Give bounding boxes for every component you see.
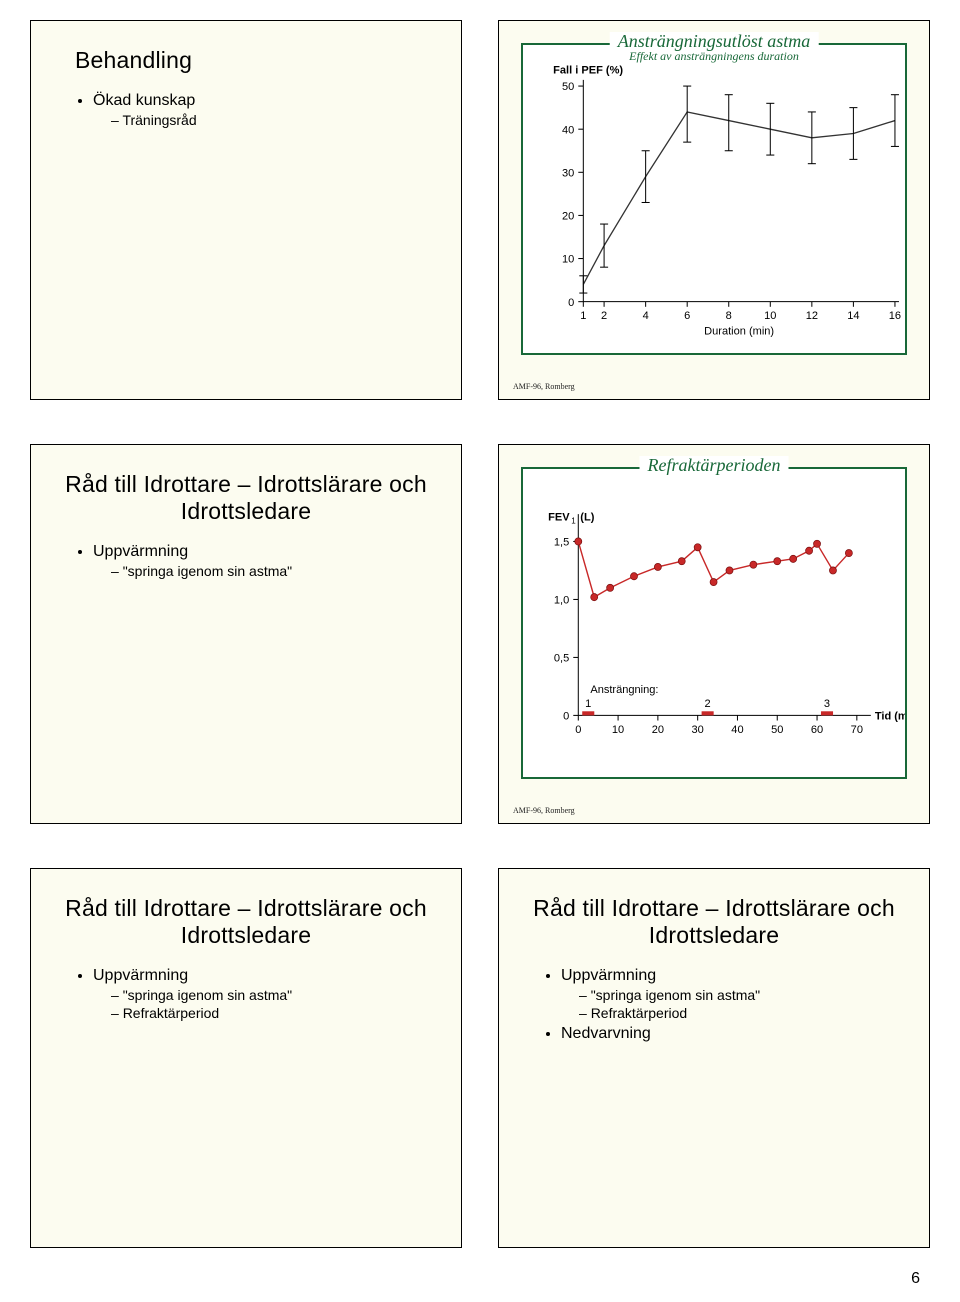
- bullet-list: Uppvärmning "springa igenom sin astma" R…: [517, 967, 911, 1043]
- svg-text:1: 1: [580, 310, 586, 322]
- chart-frame: Refraktärperioden FEV1(L)00,51,01,501020…: [521, 467, 907, 779]
- sub-item: Refraktärperiod: [579, 1005, 911, 1021]
- svg-text:1,0: 1,0: [554, 594, 569, 606]
- page-grid: Behandling Ökad kunskap Träningsråd Anst…: [30, 20, 930, 1248]
- bullet-list: Uppvärmning "springa igenom sin astma" R…: [49, 967, 443, 1021]
- svg-text:1: 1: [585, 698, 591, 710]
- svg-text:12: 12: [806, 310, 818, 322]
- sub-list: Träningsråd: [93, 112, 443, 128]
- svg-text:40: 40: [562, 124, 574, 136]
- svg-text:Tid (min): Tid (min): [875, 710, 905, 722]
- sub-item: Träningsråd: [111, 112, 443, 128]
- bullet-item: Ökad kunskap Träningsråd: [93, 92, 443, 128]
- bullet-list: Uppvärmning "springa igenom sin astma": [49, 543, 443, 579]
- svg-text:14: 14: [847, 310, 859, 322]
- svg-text:10: 10: [764, 310, 776, 322]
- sub-list: "springa igenom sin astma" Refraktärperi…: [561, 987, 911, 1021]
- bullet-item: Uppvärmning "springa igenom sin astma" R…: [561, 967, 911, 1021]
- slide-rad-1: Råd till Idrottare – Idrottslärare och I…: [30, 444, 462, 824]
- bullet-label: Uppvärmning: [561, 967, 656, 984]
- bullet-label: Ökad kunskap: [93, 92, 195, 109]
- svg-text:60: 60: [811, 724, 823, 736]
- svg-text:1: 1: [571, 516, 576, 525]
- svg-text:50: 50: [562, 81, 574, 93]
- bullet-label: Nedvarvning: [561, 1025, 651, 1042]
- svg-text:Fall i PEF (%): Fall i PEF (%): [553, 65, 623, 77]
- svg-text:2: 2: [601, 310, 607, 322]
- chart-caption: AMF-96, Romberg: [513, 806, 575, 815]
- bullet-list: Ökad kunskap Träningsråd: [49, 92, 443, 128]
- svg-text:1,5: 1,5: [554, 536, 569, 548]
- slide-title: Råd till Idrottare – Idrottslärare och I…: [517, 895, 911, 949]
- slide-title: Råd till Idrottare – Idrottslärare och I…: [49, 471, 443, 525]
- svg-text:FEV: FEV: [548, 511, 570, 523]
- svg-text:0,5: 0,5: [554, 652, 569, 664]
- svg-text:Ansträngning:: Ansträngning:: [590, 684, 658, 696]
- svg-text:6: 6: [684, 310, 690, 322]
- svg-text:(L): (L): [580, 511, 594, 523]
- page-number: 6: [911, 1270, 920, 1288]
- svg-text:50: 50: [771, 724, 783, 736]
- chart-frame: Ansträngningsutlöst astma Effekt av anst…: [521, 43, 907, 355]
- svg-text:30: 30: [692, 724, 704, 736]
- svg-text:20: 20: [652, 724, 664, 736]
- chart-svg: Fall i PEF (%)010203040501246810121416Du…: [523, 45, 905, 353]
- svg-text:10: 10: [612, 724, 624, 736]
- slide-refraktar-chart: Refraktärperioden FEV1(L)00,51,01,501020…: [498, 444, 930, 824]
- sub-list: "springa igenom sin astma" Refraktärperi…: [93, 987, 443, 1021]
- chart-svg: FEV1(L)00,51,01,5010203040506070Tid (min…: [523, 469, 905, 777]
- svg-text:16: 16: [889, 310, 901, 322]
- svg-text:0: 0: [568, 297, 574, 309]
- slide-pef-chart: Ansträngningsutlöst astma Effekt av anst…: [498, 20, 930, 400]
- svg-text:20: 20: [562, 210, 574, 222]
- svg-text:8: 8: [726, 310, 732, 322]
- sub-item: "springa igenom sin astma": [111, 563, 443, 579]
- slide-rad-3: Råd till Idrottare – Idrottslärare och I…: [498, 868, 930, 1248]
- svg-text:10: 10: [562, 254, 574, 266]
- bullet-item: Uppvärmning "springa igenom sin astma": [93, 543, 443, 579]
- bullet-label: Uppvärmning: [93, 543, 188, 560]
- slide-rad-2: Råd till Idrottare – Idrottslärare och I…: [30, 868, 462, 1248]
- slide-title: Behandling: [75, 47, 443, 74]
- bullet-item: Nedvarvning: [561, 1025, 911, 1043]
- svg-text:30: 30: [562, 167, 574, 179]
- svg-text:2: 2: [705, 698, 711, 710]
- slide-title: Råd till Idrottare – Idrottslärare och I…: [49, 895, 443, 949]
- svg-text:4: 4: [643, 310, 649, 322]
- sub-item: "springa igenom sin astma": [579, 987, 911, 1003]
- chart-caption: AMF-96, Romberg: [513, 382, 575, 391]
- svg-text:40: 40: [731, 724, 743, 736]
- sub-list: "springa igenom sin astma": [93, 563, 443, 579]
- bullet-item: Uppvärmning "springa igenom sin astma" R…: [93, 967, 443, 1021]
- svg-text:3: 3: [824, 698, 830, 710]
- svg-text:0: 0: [563, 710, 569, 722]
- bullet-label: Uppvärmning: [93, 967, 188, 984]
- svg-text:70: 70: [851, 724, 863, 736]
- svg-text:Duration (min): Duration (min): [704, 325, 774, 337]
- sub-item: Refraktärperiod: [111, 1005, 443, 1021]
- svg-text:0: 0: [575, 724, 581, 736]
- sub-item: "springa igenom sin astma": [111, 987, 443, 1003]
- slide-behandling: Behandling Ökad kunskap Träningsråd: [30, 20, 462, 400]
